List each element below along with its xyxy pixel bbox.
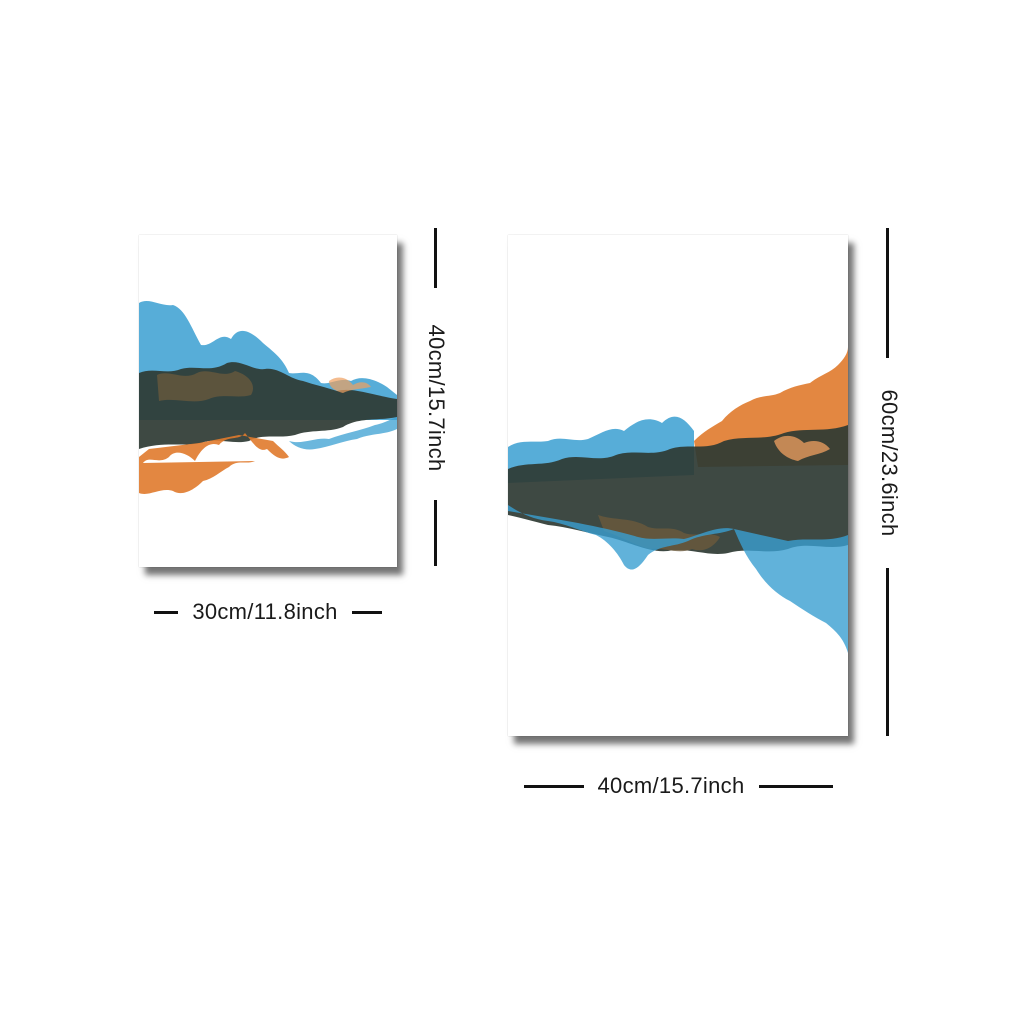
dimension-rule bbox=[434, 500, 437, 566]
dimension-rule bbox=[886, 568, 889, 736]
dimension-rule bbox=[523, 784, 584, 788]
small-height-label: 40cm/15.7inch bbox=[424, 324, 449, 472]
large-height-dimension bbox=[886, 228, 889, 736]
small-pale-orange-wash bbox=[329, 377, 371, 393]
small-width-dimension: 30cm/11.8inch bbox=[139, 592, 397, 632]
dimension-rule bbox=[758, 784, 833, 788]
small-print-artwork bbox=[139, 301, 397, 494]
large-blue-wash-bottom bbox=[508, 505, 848, 653]
small-orange-wash bbox=[139, 433, 289, 494]
large-brown-wash bbox=[598, 515, 720, 552]
small-blue-wash-bottom bbox=[289, 417, 397, 450]
small-print bbox=[139, 235, 397, 567]
large-height-label: 60cm/23.6inch bbox=[877, 389, 902, 537]
large-width-label: 40cm/15.7inch bbox=[597, 773, 745, 798]
dimension-rule bbox=[154, 610, 179, 614]
large-pale-orange-wash bbox=[774, 435, 830, 461]
small-width-label: 30cm/11.8inch bbox=[192, 599, 338, 624]
small-height-dimension bbox=[434, 228, 437, 566]
large-dark-band bbox=[508, 425, 848, 554]
small-brown-wash bbox=[157, 371, 254, 402]
dimension-rule bbox=[434, 228, 437, 288]
large-print bbox=[508, 235, 848, 736]
large-width-dimension: 40cm/15.7inch bbox=[508, 766, 848, 806]
large-print-artwork bbox=[508, 347, 848, 653]
dimension-rule bbox=[886, 228, 889, 358]
dimension-rule bbox=[351, 610, 382, 614]
